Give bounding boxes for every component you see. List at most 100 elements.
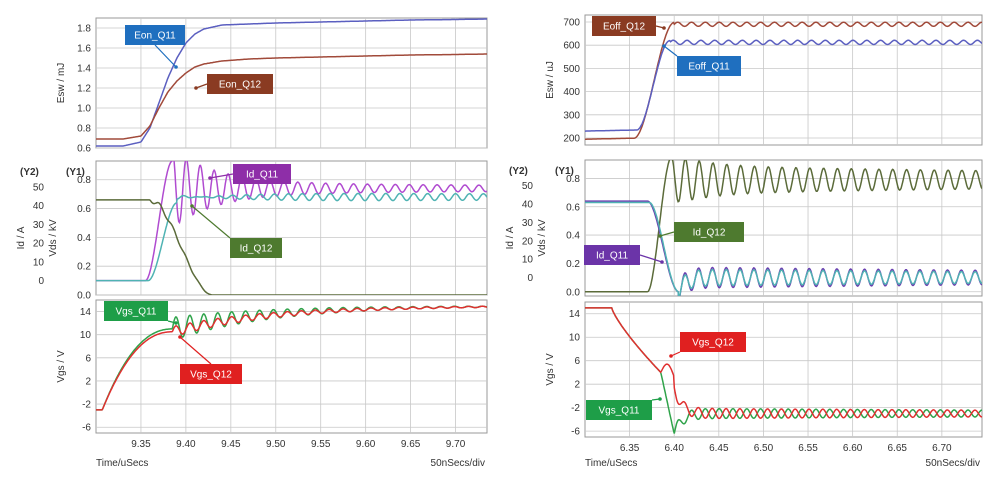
callout-arrow bbox=[195, 83, 208, 89]
y-tick-label: 10 bbox=[569, 333, 581, 344]
y-tick-label: 0.0 bbox=[566, 287, 580, 298]
series-line-eon-q11 bbox=[96, 18, 487, 147]
y-axis-label: Esw / uJ bbox=[545, 61, 556, 99]
callout-label: Vgs_Q12 bbox=[190, 370, 232, 381]
x-tick-label: 9.45 bbox=[221, 439, 241, 450]
callout-box bbox=[230, 238, 282, 258]
callout-arrowhead bbox=[174, 65, 178, 69]
x-tick-label: 6.70 bbox=[932, 443, 952, 454]
y2-tick-label: 40 bbox=[522, 199, 534, 210]
callout-vgs-q12: Vgs_Q12 bbox=[669, 332, 746, 358]
callout-box bbox=[233, 164, 291, 184]
series-line-id-q12 bbox=[585, 201, 982, 296]
callout-label: Eon_Q12 bbox=[219, 80, 262, 91]
callout-box bbox=[207, 74, 273, 94]
y2-tick-label: 20 bbox=[33, 239, 45, 250]
callout-id-q12: Id_Q12 bbox=[658, 222, 744, 242]
y-tick-label: 0.8 bbox=[77, 124, 91, 135]
y-tick-label: -6 bbox=[82, 423, 91, 434]
callout-eon-q12: Eon_Q12 bbox=[194, 74, 273, 94]
y2-axis-tag: (Y2) bbox=[509, 166, 528, 177]
callout-arrow bbox=[639, 254, 663, 263]
left-pane-1: 0.6 0.8 1.0 1.2 1.4 1.6 1.8 Esw / mJ Eon_Q11 Eon_… bbox=[56, 17, 488, 155]
callout-arrow bbox=[154, 44, 177, 68]
callout-arrowhead bbox=[669, 354, 673, 358]
callout-vgs-q12: Vgs_Q12 bbox=[178, 335, 242, 384]
callout-arrowhead bbox=[662, 26, 666, 30]
callout-label: Vgs_Q11 bbox=[116, 307, 157, 318]
y-tick-label: 0.8 bbox=[77, 175, 91, 186]
callout-arrow bbox=[179, 336, 212, 365]
y-axis-label: Id / A bbox=[16, 226, 27, 249]
series-line-vgs-q12 bbox=[585, 307, 982, 420]
y-tick-label: 200 bbox=[563, 134, 580, 145]
callout-arrow bbox=[663, 45, 678, 57]
y-tick-label: 0.8 bbox=[566, 174, 580, 185]
callout-box bbox=[592, 16, 656, 36]
y-tick-label: 0.6 bbox=[77, 204, 91, 215]
y2-tick-label: 10 bbox=[522, 255, 534, 266]
left-pane-3: -6 -2 2 6 10 14 Vgs / V Vgs_Q11 Vgs_Q12 bbox=[56, 299, 488, 434]
callout-box bbox=[677, 56, 741, 76]
x-tick-label: 9.60 bbox=[356, 439, 376, 450]
y-tick-label: 2 bbox=[574, 380, 580, 391]
x-tick-label: 9.65 bbox=[401, 439, 421, 450]
y1-axis-tag: (Y1) bbox=[66, 167, 85, 178]
y-axis-label: Id / A bbox=[505, 226, 516, 249]
callout-arrowhead bbox=[190, 204, 194, 208]
y-axis-label-secondary: Vds / kV bbox=[48, 219, 59, 257]
y-tick-label: 600 bbox=[563, 41, 580, 52]
y-tick-label: 0.0 bbox=[77, 291, 91, 302]
x-tick-label: 9.40 bbox=[176, 439, 196, 450]
y-tick-label: 1.8 bbox=[77, 24, 91, 35]
y2-tick-label: 50 bbox=[522, 181, 534, 192]
callout-arrow bbox=[191, 205, 231, 239]
callout-arrowhead bbox=[660, 260, 664, 264]
callout-box bbox=[125, 25, 185, 45]
series-line-vgs-q12 bbox=[96, 305, 487, 411]
left-chart: 0.6 0.8 1.0 1.2 1.4 1.6 1.8 Esw / mJ Eon_Q11 Eon_… bbox=[16, 17, 488, 469]
plot-area bbox=[95, 160, 488, 296]
callout-arrowhead bbox=[174, 321, 178, 325]
callout-box bbox=[584, 245, 640, 265]
x-tick-label: 9.50 bbox=[266, 439, 286, 450]
y-tick-label: 0.2 bbox=[77, 262, 91, 273]
x-axis-label: Time/uSecs bbox=[585, 458, 637, 469]
right-pane-2: 0.0 0.2 0.4 0.6 0.8 0 10 20 30 40 50 (Y2) (Y1) Id / A… bbox=[505, 159, 983, 298]
callout-eoff-q11: Eoff_Q11 bbox=[662, 44, 741, 76]
y-tick-label: 1.6 bbox=[77, 44, 91, 55]
callout-label: Id_Q12 bbox=[693, 228, 726, 239]
y-tick-label: 10 bbox=[80, 330, 92, 341]
callout-box bbox=[680, 332, 746, 352]
x-tick-label: 6.55 bbox=[798, 443, 818, 454]
y-tick-label: 400 bbox=[563, 87, 580, 98]
callout-vgs-q11: Vgs_Q11 bbox=[104, 301, 178, 325]
callout-label: Id_Q11 bbox=[246, 170, 278, 181]
callout-arrowhead bbox=[208, 176, 212, 180]
callout-eon-q11: Eon_Q11 bbox=[125, 25, 185, 69]
callout-arrowhead bbox=[194, 86, 198, 90]
time-scale-label: 50nSecs/div bbox=[926, 458, 980, 469]
callout-label: Eoff_Q12 bbox=[603, 22, 646, 33]
series-line-eon-q12 bbox=[96, 53, 487, 140]
y-tick-label: 2 bbox=[85, 376, 91, 387]
y-axis-label: Esw / mJ bbox=[56, 63, 67, 104]
time-scale-label: 50nSecs/div bbox=[431, 458, 485, 469]
y-tick-label: 300 bbox=[563, 110, 580, 121]
callout-box bbox=[104, 301, 168, 321]
y-tick-label: 500 bbox=[563, 64, 580, 75]
y-tick-label: 0.4 bbox=[77, 233, 91, 244]
callout-box bbox=[180, 364, 242, 384]
y-tick-label: 6 bbox=[574, 356, 580, 367]
y-tick-label: 14 bbox=[569, 309, 581, 320]
series-line-vds bbox=[585, 160, 982, 293]
y-tick-label: 1.4 bbox=[77, 64, 91, 75]
y2-tick-label: 50 bbox=[33, 182, 45, 193]
callout-arrowhead bbox=[178, 335, 182, 339]
callout-arrow bbox=[209, 173, 234, 179]
callout-box bbox=[586, 400, 652, 420]
y-tick-label: 1.2 bbox=[77, 84, 91, 95]
x-tick-label: 6.45 bbox=[709, 443, 729, 454]
